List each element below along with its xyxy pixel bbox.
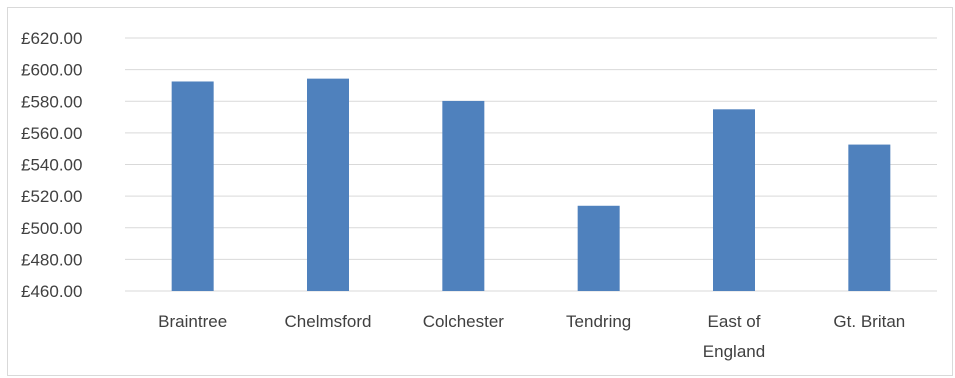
bar [307, 78, 349, 291]
bar-chart: £460.00 £480.00 £500.00 £520.00 £540.00 £560.… [21, 29, 937, 361]
y-tick-label: £560.00 [21, 124, 82, 143]
x-tick-label-line: Colchester [423, 312, 505, 331]
x-tick-label-line: England [703, 342, 765, 361]
y-tick-label: £500.00 [21, 219, 82, 238]
y-tick-label: £580.00 [21, 92, 82, 111]
bar [713, 109, 755, 291]
y-tick-label: £460.00 [21, 282, 82, 301]
bar [442, 100, 485, 291]
y-tick-label: £520.00 [21, 187, 82, 206]
x-tick-label: Gt. Britan [833, 312, 905, 331]
x-tick-label: East of England [703, 312, 765, 361]
x-tick-label-line: Braintree [158, 312, 227, 331]
y-tick-label: £620.00 [21, 29, 82, 48]
y-tick-label: £480.00 [21, 250, 82, 269]
x-tick-label-line: East of [708, 312, 761, 331]
x-tick-label-line: Gt. Britan [833, 312, 905, 331]
bar [577, 205, 620, 291]
x-tick-label: Chelmsford [285, 312, 372, 331]
bar [848, 144, 891, 291]
y-tick-label: £540.00 [21, 156, 82, 175]
x-tick-label: Colchester [423, 312, 505, 331]
y-tick-label: £600.00 [21, 61, 82, 80]
x-tick-label-line: Chelmsford [285, 312, 372, 331]
bar [171, 81, 214, 291]
chart-area: £460.00 £480.00 £500.00 £520.00 £540.00 £560.… [7, 7, 953, 376]
x-tick-label: Braintree [158, 312, 227, 331]
x-tick-label-line: Tendring [566, 312, 631, 331]
x-tick-label: Tendring [566, 312, 631, 331]
